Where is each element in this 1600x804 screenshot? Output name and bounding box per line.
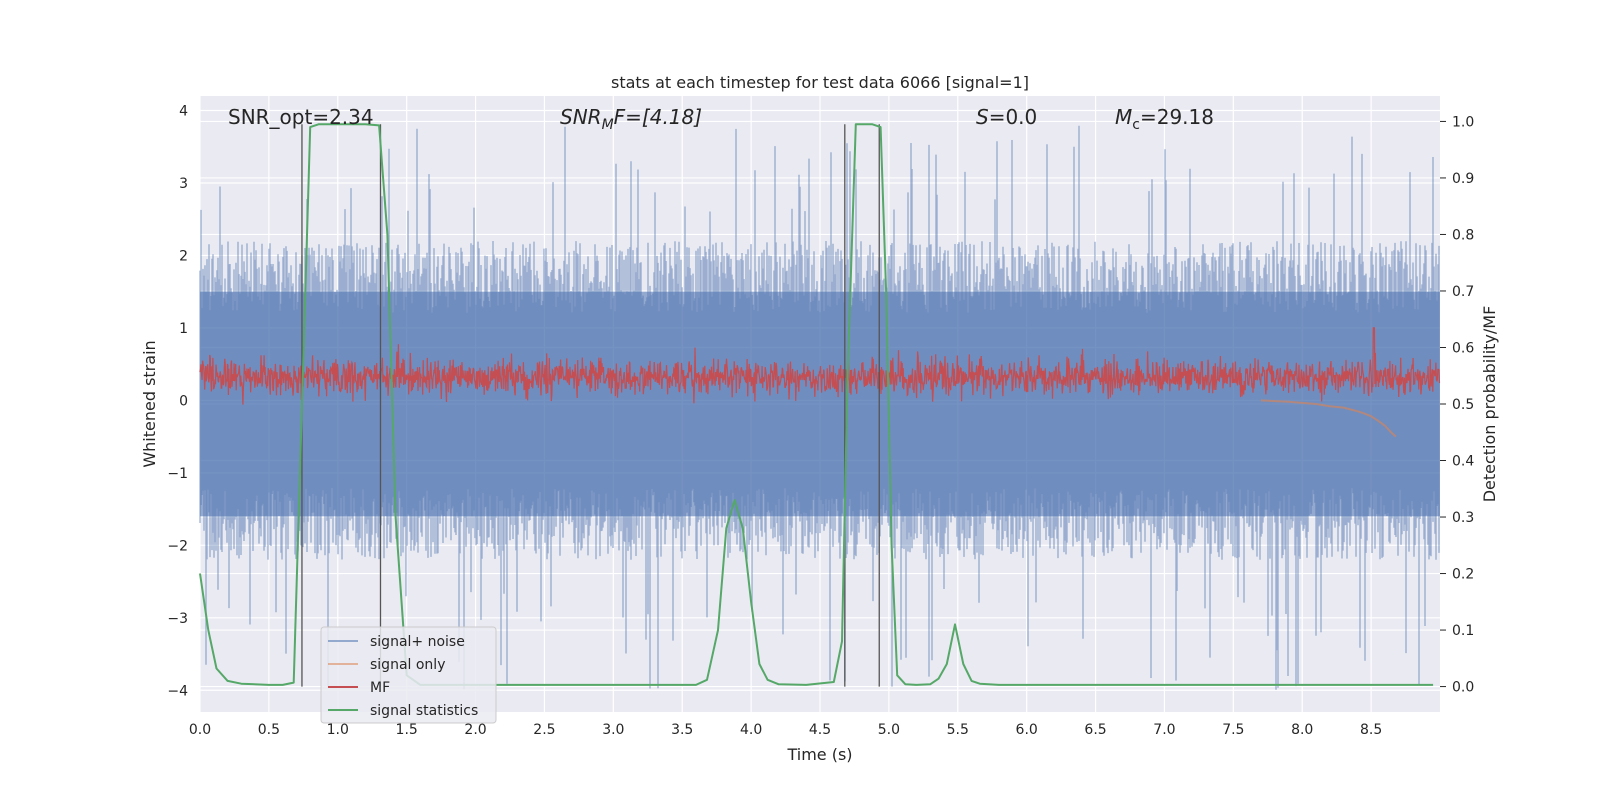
y-left-tick-label: −1 (167, 466, 188, 482)
y-left-tick-label: 3 (179, 176, 188, 192)
signal-statistics-trace (199, 123, 1434, 686)
y-right-tick-labels: 1.0 0.9 0.8 0.7 0.6 0.5 0.4 0.3 0.2 0.1 0.0 (1440, 114, 1474, 696)
x-tick-label: 5.0 (878, 722, 900, 738)
series-signal-plus-noise (199, 125, 1440, 690)
x-tick-label: 3.5 (671, 722, 693, 738)
snr-opt-annotation: SNR_opt=2.34 (228, 105, 374, 129)
legend-label-mf: MF (370, 680, 390, 696)
series-signal-only (1260, 399, 1397, 438)
y-right-tick-label: 0.2 (1452, 567, 1474, 583)
y-right-tick-label: 0.9 (1452, 171, 1474, 187)
y-right-tick-label: 0.7 (1452, 284, 1474, 300)
series-mf (199, 327, 1441, 405)
x-tick-labels: 0.0 0.5 1.0 1.5 2.0 2.5 3.0 3.5 4.0 4.5 5.0 5.5 6.0 6… (189, 722, 1382, 738)
x-tick-label: 7.0 (1153, 722, 1175, 738)
chart-title: stats at each timestep for test data 606… (611, 73, 1029, 92)
y-right-tick-label: 0.5 (1452, 397, 1474, 413)
y-left-axis-label: Whitened strain (140, 340, 159, 467)
mc-annotation: Mc=29.18 (1115, 105, 1214, 133)
y-left-tick-label: 1 (179, 321, 188, 337)
y-right-tick-label: 0.3 (1452, 510, 1474, 526)
y-right-tick-label: 0.0 (1452, 680, 1474, 696)
x-tick-label: 2.0 (464, 722, 486, 738)
mf-trace (199, 327, 1441, 405)
y-left-tick-labels: 4 3 2 1 0 −1 −2 −3 −4 (167, 103, 188, 699)
x-tick-label: 4.5 (809, 722, 831, 738)
x-tick-label: 0.5 (258, 722, 280, 738)
x-tick-label: 4.0 (740, 722, 762, 738)
y-left-tick-label: 2 (179, 248, 188, 264)
y-right-tick-label: 0.1 (1452, 623, 1474, 639)
series-signal-statistics (199, 123, 1434, 686)
legend-label-noise: signal+ noise (370, 634, 465, 650)
x-tick-label: 6.0 (1016, 722, 1038, 738)
x-tick-label: 1.0 (327, 722, 349, 738)
x-tick-label: 1.5 (396, 722, 418, 738)
x-tick-label: 2.5 (533, 722, 555, 738)
legend-label-stats: signal statistics (370, 703, 478, 719)
y-left-tick-label: 0 (179, 393, 188, 409)
y-right-tick-label: 0.6 (1452, 340, 1474, 356)
y-right-tick-label: 0.4 (1452, 454, 1474, 470)
y-left-tick-label: 4 (179, 103, 188, 119)
legend-label-signal: signal only (370, 657, 445, 673)
y-left-tick-label: −2 (167, 538, 188, 554)
legend: signal+ noise signal only MF signal stat… (320, 626, 497, 724)
y-right-tick-label: 1.0 (1452, 114, 1474, 130)
x-tick-label: 5.5 (947, 722, 969, 738)
x-tick-label: 6.5 (1084, 722, 1106, 738)
signal-only-trace (1260, 399, 1397, 438)
y-left-tick-label: −3 (167, 611, 188, 627)
s-annotation: S=0.0 (976, 105, 1037, 129)
x-tick-label: 8.0 (1291, 722, 1313, 738)
y-left-tick-label: −4 (167, 683, 188, 699)
snr-mf-annotation: SNRMF=[4.18] (560, 105, 702, 133)
x-tick-label: 3.0 (602, 722, 624, 738)
x-tick-label: 0.0 (189, 722, 211, 738)
x-tick-label: 8.5 (1360, 722, 1382, 738)
y-right-axis-label: Detection probability/MF (1480, 306, 1499, 503)
x-axis-label: Time (s) (786, 745, 852, 764)
y-right-tick-label: 0.8 (1452, 227, 1474, 243)
x-tick-label: 7.5 (1222, 722, 1244, 738)
